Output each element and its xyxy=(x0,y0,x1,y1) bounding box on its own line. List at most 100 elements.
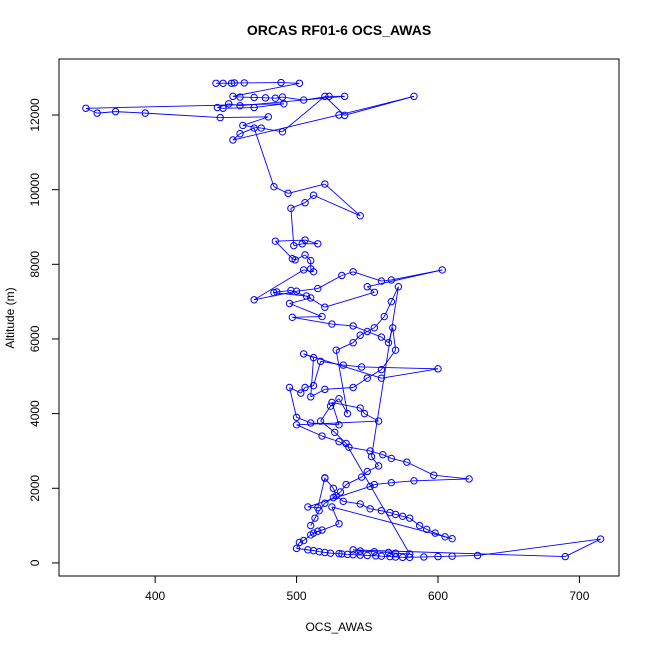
series-segment xyxy=(303,353,382,379)
data-point xyxy=(301,251,309,259)
series-segment xyxy=(352,325,368,332)
series-segment xyxy=(345,476,362,485)
data-point xyxy=(366,505,374,513)
series-segment xyxy=(296,420,379,426)
series-segment xyxy=(333,491,341,498)
data-point xyxy=(239,121,247,130)
series-segment xyxy=(232,82,300,97)
series-segment xyxy=(392,327,397,351)
data-point xyxy=(236,129,244,138)
series-segment xyxy=(313,194,361,217)
data-point xyxy=(229,92,237,101)
data-point xyxy=(321,548,329,557)
series-segment xyxy=(310,388,326,398)
data-point xyxy=(326,549,335,557)
data-point xyxy=(309,191,318,199)
data-point xyxy=(250,93,258,102)
data-point xyxy=(377,365,386,374)
data-point xyxy=(301,199,309,207)
series-segment xyxy=(290,208,295,246)
series-segment xyxy=(289,387,302,394)
data-point xyxy=(349,338,357,347)
data-point xyxy=(257,124,265,132)
data-point xyxy=(438,266,446,274)
y-axis: 0 2000 4000 6000 8000 10000 12000 xyxy=(28,98,59,566)
data-point xyxy=(250,124,258,132)
series-segment xyxy=(374,316,385,329)
data-point xyxy=(318,312,326,321)
series-segment xyxy=(391,457,407,463)
data-point xyxy=(420,553,428,561)
data-point xyxy=(292,421,301,429)
data-point xyxy=(406,550,414,558)
data-point xyxy=(328,398,336,407)
plot-frame xyxy=(58,58,620,577)
data-point xyxy=(391,346,400,354)
data-point xyxy=(356,500,364,508)
data-point xyxy=(349,322,357,330)
series-segment xyxy=(304,385,314,388)
data-point xyxy=(374,462,383,470)
series-segment xyxy=(331,402,340,425)
data-point xyxy=(284,189,292,198)
data-point xyxy=(363,551,371,560)
data-point xyxy=(271,237,280,245)
series-segment xyxy=(361,366,439,370)
data-point xyxy=(292,544,301,553)
data-point xyxy=(325,92,333,101)
series-segment xyxy=(374,551,389,553)
x-tick-label: 500 xyxy=(287,589,307,603)
series-segment xyxy=(307,506,318,509)
series-segment xyxy=(364,413,379,422)
chart-title: ORCAS RF01-6 OCS_AWAS xyxy=(247,22,431,38)
data-point xyxy=(287,286,295,295)
data-point xyxy=(329,493,338,502)
data-point xyxy=(261,94,270,102)
data-point xyxy=(356,331,364,339)
data-point xyxy=(321,474,329,482)
data-point xyxy=(299,266,308,274)
data-point xyxy=(304,546,312,554)
series-segment xyxy=(292,316,323,318)
data-point xyxy=(370,480,379,489)
series-segment xyxy=(254,103,284,108)
series-segment xyxy=(332,488,337,496)
series-segment xyxy=(275,240,293,260)
data-point xyxy=(349,383,357,392)
data-point xyxy=(335,111,343,119)
data-point xyxy=(363,327,371,336)
series-segment xyxy=(275,239,306,242)
series-segment xyxy=(289,387,298,418)
data-point xyxy=(93,109,101,117)
series-segment xyxy=(321,435,340,443)
data-point xyxy=(314,284,322,293)
data-point xyxy=(370,324,379,332)
data-point xyxy=(295,538,304,547)
series-segment xyxy=(276,289,291,293)
data-point xyxy=(295,79,304,87)
series-segment xyxy=(220,116,269,119)
data-point xyxy=(307,419,315,427)
series-segment xyxy=(345,443,411,555)
series-segment xyxy=(360,327,375,336)
data-point xyxy=(230,79,239,87)
data-point xyxy=(340,92,349,101)
series-segment xyxy=(242,116,269,126)
data-point xyxy=(227,79,236,87)
data-point xyxy=(309,546,318,555)
data-point xyxy=(336,488,345,496)
series-segment xyxy=(217,103,229,108)
data-point xyxy=(398,553,407,562)
series-segment xyxy=(310,357,314,397)
data-point xyxy=(366,482,374,491)
data-point xyxy=(377,506,386,515)
data-point xyxy=(415,521,424,530)
series-segment xyxy=(320,360,344,366)
data-point xyxy=(338,271,346,280)
series-segment xyxy=(310,517,316,526)
data-point xyxy=(377,333,386,341)
series-segment xyxy=(371,456,379,467)
data-point xyxy=(307,294,315,302)
series-segment xyxy=(565,538,601,557)
